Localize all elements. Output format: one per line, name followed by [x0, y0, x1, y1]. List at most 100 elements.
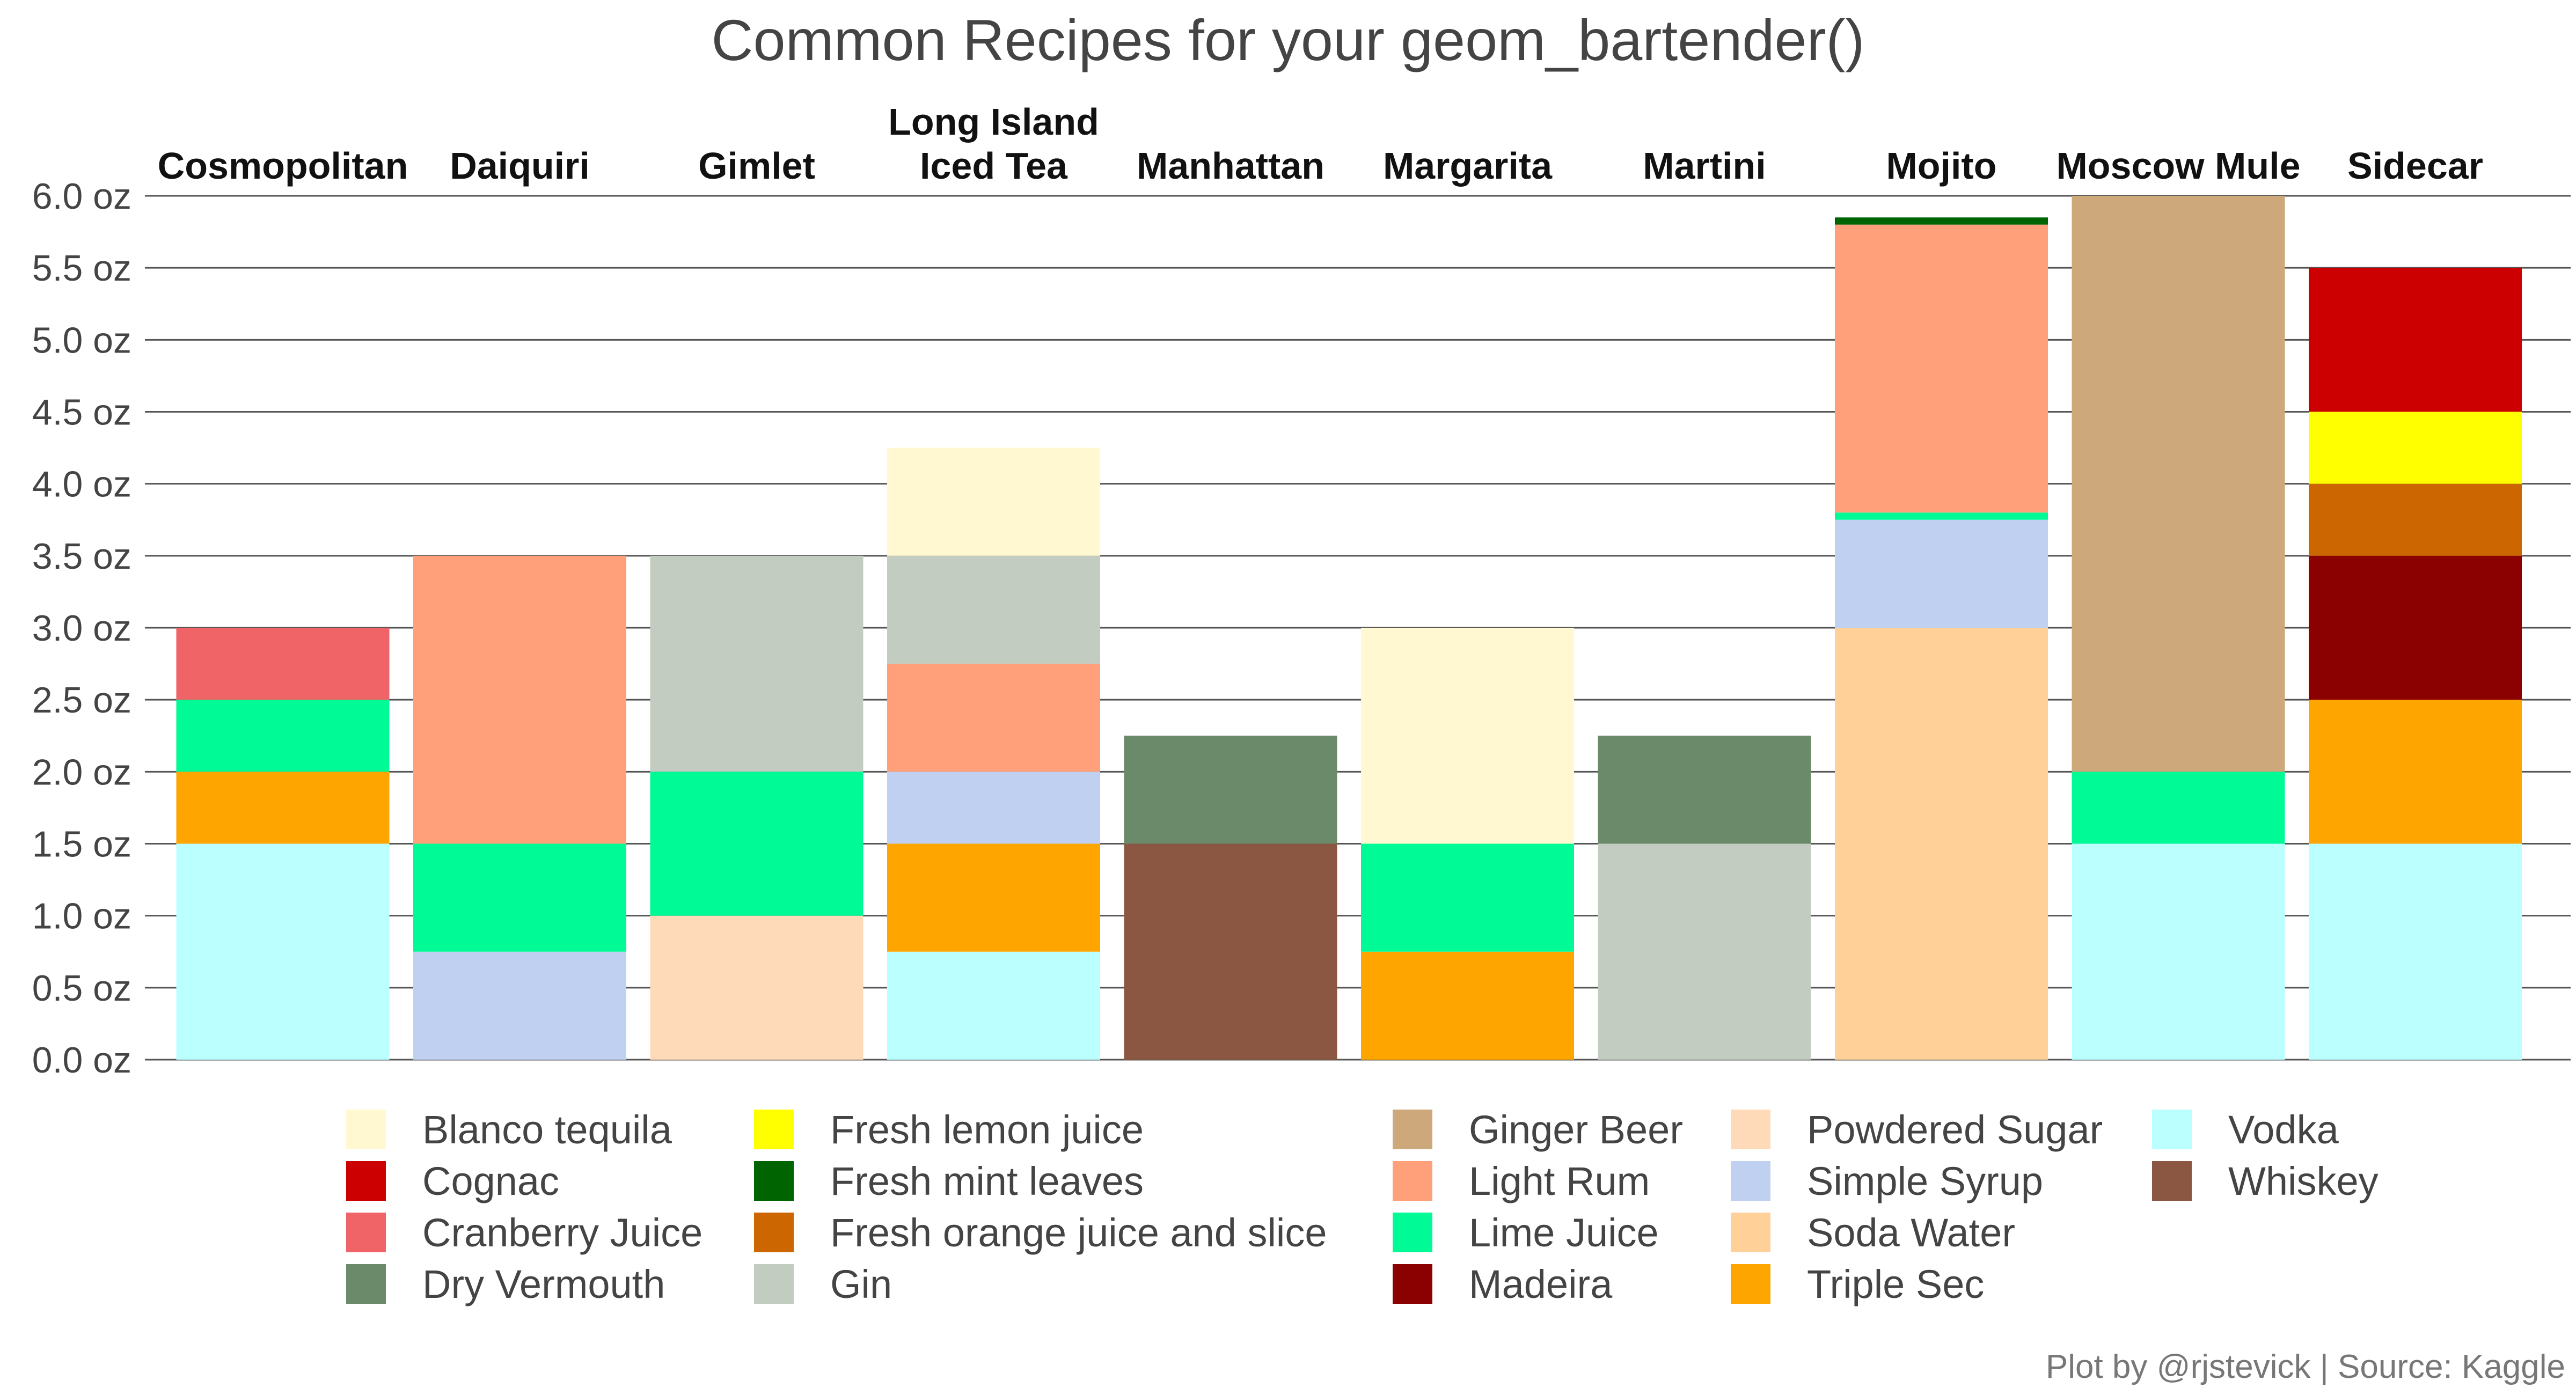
segment-sidecar-fresh-lemon-juice: [2309, 412, 2522, 484]
bar-martini: [1598, 736, 1811, 1060]
bar-manhattan: [1124, 736, 1337, 1060]
legend: Blanco tequila Cognac Cranberry Juice Dry V…: [346, 1107, 2379, 1306]
category-label-line: Daiquiri: [450, 145, 590, 187]
legend-swatch: [346, 1161, 386, 1201]
legend-label: Fresh mint leaves: [830, 1159, 1144, 1203]
y-tick-label: 2.0 oz: [32, 752, 131, 792]
legend-swatch: [754, 1264, 794, 1304]
segment-cosmopolitan-lime-juice: [176, 700, 390, 772]
category-labels: Cosmopolitan Daiquiri Gimlet Long IslandIce…: [158, 101, 2483, 187]
legend-label: Cranberry Juice: [422, 1210, 702, 1255]
bar-daiquiri: [413, 555, 626, 1060]
segment-long-island-iced-tea-triple-sec: [887, 843, 1100, 952]
y-tick-label: 2.5 oz: [32, 680, 131, 721]
legend-item-soda-water: Soda Water: [1731, 1210, 2015, 1255]
category-label-line: Cosmopolitan: [158, 145, 408, 187]
legend-label: Lime Juice: [1469, 1210, 1659, 1255]
y-tick-label: 1.5 oz: [32, 824, 131, 865]
category-label-line: Sidecar: [2347, 145, 2483, 187]
legend-label: Madeira: [1469, 1262, 1613, 1306]
legend-item-madeira: Madeira: [1393, 1262, 1613, 1306]
legend-item-gin: Gin: [754, 1262, 892, 1306]
legend-label: Vodka: [2228, 1107, 2339, 1152]
legend-swatch: [754, 1110, 794, 1149]
bar-mojito: [1835, 217, 2048, 1060]
legend-item-blanco-tequila: Blanco tequila: [346, 1107, 672, 1152]
category-label-moscow-mule: Moscow Mule: [2056, 145, 2300, 187]
legend-swatch: [2152, 1161, 2192, 1201]
segment-moscow-mule-lime-juice: [2072, 772, 2285, 844]
y-tick-label: 0.0 oz: [32, 1040, 131, 1081]
bar-cosmopolitan: [176, 628, 390, 1060]
category-label-martini: Martini: [1643, 145, 1766, 187]
legend-swatch: [1393, 1213, 1432, 1252]
segment-cosmopolitan-vodka: [176, 843, 390, 1060]
segment-cosmopolitan-triple-sec: [176, 772, 390, 844]
legend-item-simple-syrup: Simple Syrup: [1731, 1159, 2043, 1203]
segment-sidecar-fresh-orange-juice-and-slice: [2309, 483, 2522, 556]
segment-martini-gin: [1598, 843, 1811, 1060]
segment-long-island-iced-tea-gin: [887, 555, 1100, 664]
segment-mojito-light-rum: [1835, 224, 2048, 513]
y-tick-label: 3.0 oz: [32, 608, 131, 649]
legend-label: Fresh orange juice and slice: [830, 1210, 1327, 1255]
segment-mojito-soda-water: [1835, 628, 2048, 1060]
legend-label: Whiskey: [2228, 1159, 2379, 1203]
legend-label: Cognac: [422, 1159, 559, 1203]
category-label-mojito: Mojito: [1886, 145, 1996, 187]
segment-moscow-mule-ginger-beer: [2072, 196, 2285, 772]
y-tick-label: 4.5 oz: [32, 392, 131, 433]
category-label-line: Moscow Mule: [2056, 145, 2300, 187]
legend-item-fresh-mint-leaves: Fresh mint leaves: [754, 1159, 1144, 1203]
category-label-line: Mojito: [1886, 145, 1996, 187]
category-label-daiquiri: Daiquiri: [450, 145, 590, 187]
segment-sidecar-vodka: [2309, 843, 2522, 1060]
legend-label: Triple Sec: [1807, 1262, 1984, 1306]
legend-swatch: [1731, 1161, 1770, 1201]
legend-label: Fresh lemon juice: [830, 1107, 1144, 1152]
legend-label: Soda Water: [1807, 1210, 2015, 1255]
legend-swatch: [1393, 1264, 1432, 1304]
category-label-cosmopolitan: Cosmopolitan: [158, 145, 408, 187]
segment-gimlet-lime-juice: [650, 772, 863, 916]
category-label-line: Margarita: [1383, 145, 1553, 187]
y-tick-label: 4.0 oz: [32, 464, 131, 505]
legend-item-lime-juice: Lime Juice: [1393, 1210, 1659, 1255]
legend-swatch: [1731, 1264, 1770, 1304]
legend-label: Light Rum: [1469, 1159, 1650, 1203]
segment-sidecar-cognac: [2309, 268, 2522, 412]
segment-mojito-fresh-mint-leaves: [1835, 217, 2048, 225]
legend-swatch: [754, 1161, 794, 1201]
legend-swatch: [346, 1110, 386, 1149]
legend-item-cranberry-juice: Cranberry Juice: [346, 1210, 702, 1255]
segment-daiquiri-simple-syrup: [413, 951, 626, 1060]
segment-margarita-lime-juice: [1361, 843, 1574, 952]
category-label-line: Gimlet: [698, 145, 815, 187]
category-label-margarita: Margarita: [1383, 145, 1553, 187]
legend-swatch: [1393, 1161, 1432, 1201]
legend-swatch: [1731, 1213, 1770, 1252]
segment-gimlet-powdered-sugar: [650, 915, 863, 1060]
segment-margarita-blanco-tequila: [1361, 628, 1574, 844]
segment-gimlet-gin: [650, 555, 863, 772]
legend-swatch: [2152, 1110, 2192, 1149]
segment-sidecar-madeira: [2309, 555, 2522, 700]
bar-margarita: [1361, 628, 1574, 1060]
legend-swatch: [346, 1264, 386, 1304]
segment-sidecar-triple-sec: [2309, 700, 2522, 844]
legend-item-cognac: Cognac: [346, 1159, 559, 1203]
legend-label: Powdered Sugar: [1807, 1107, 2103, 1152]
y-tick-label: 5.0 oz: [32, 320, 131, 361]
legend-item-ginger-beer: Ginger Beer: [1393, 1107, 1683, 1152]
legend-item-triple-sec: Triple Sec: [1731, 1262, 1984, 1306]
segment-long-island-iced-tea-vodka: [887, 951, 1100, 1060]
category-label-line: Long Island: [888, 101, 1099, 143]
legend-item-vodka: Vodka: [2152, 1107, 2339, 1152]
segment-long-island-iced-tea-light-rum: [887, 664, 1100, 772]
segment-daiquiri-light-rum: [413, 555, 626, 844]
segment-mojito-simple-syrup: [1835, 519, 2048, 628]
category-label-gimlet: Gimlet: [698, 145, 815, 187]
legend-item-fresh-orange-juice-and-slice: Fresh orange juice and slice: [754, 1210, 1327, 1255]
